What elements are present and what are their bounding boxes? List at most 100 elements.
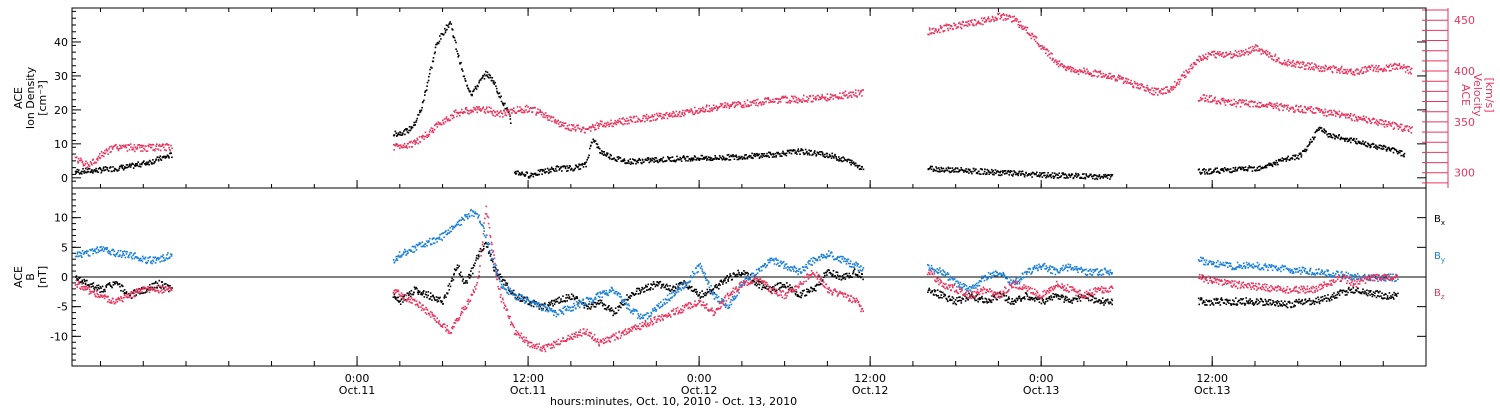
data-point: [102, 291, 104, 293]
data-point: [490, 110, 492, 113]
data-point: [150, 146, 153, 149]
data-point: [756, 153, 759, 155]
data-point: [1335, 112, 1337, 115]
data-point: [408, 126, 411, 128]
data-point: [638, 158, 641, 161]
data-point: [1241, 51, 1243, 53]
data-point: [1270, 164, 1272, 166]
data-point: [1410, 67, 1413, 70]
data-point: [111, 148, 114, 150]
data-point: [1053, 172, 1056, 174]
data-point: [1367, 70, 1369, 72]
data-point: [1037, 175, 1039, 177]
data-point: [1297, 154, 1299, 157]
data-point: [629, 294, 632, 297]
data-point: [690, 109, 693, 112]
data-point: [1231, 171, 1233, 173]
data-point: [1295, 105, 1297, 108]
data-point: [528, 176, 531, 179]
data-point: [1002, 171, 1004, 174]
data-point: [445, 116, 448, 118]
data-point: [124, 292, 126, 294]
data-point: [485, 242, 487, 244]
data-point: [538, 111, 541, 113]
data-point: [1223, 100, 1225, 102]
data-point: [566, 300, 568, 302]
data-point: [1040, 173, 1042, 176]
data-point: [155, 147, 157, 150]
data-point: [1352, 291, 1354, 294]
data-point: [1215, 57, 1217, 59]
data-point: [826, 155, 828, 157]
data-point: [752, 100, 754, 103]
data-point: [420, 293, 422, 296]
data-point: [1384, 69, 1387, 71]
data-point: [803, 153, 805, 156]
data-point: [1107, 75, 1110, 77]
y-tick-label: 10: [54, 138, 68, 151]
data-point: [417, 289, 420, 292]
data-point: [980, 17, 983, 19]
data-point: [407, 292, 409, 295]
data-point: [594, 124, 597, 126]
data-point: [861, 166, 863, 168]
data-point: [608, 305, 610, 307]
data-point: [168, 155, 170, 158]
data-point: [1045, 176, 1047, 179]
data-point: [1021, 28, 1024, 30]
data-point: [1110, 175, 1113, 177]
data-point: [128, 165, 131, 167]
data-point: [1055, 296, 1058, 298]
data-point: [1343, 114, 1345, 116]
data-point: [558, 125, 561, 128]
data-point: [975, 295, 977, 297]
data-point: [1060, 63, 1062, 65]
data-point: [713, 158, 715, 160]
data-point: [1368, 144, 1370, 146]
data-point: [1343, 72, 1346, 74]
data-point: [796, 150, 799, 152]
data-point: [1245, 300, 1248, 302]
data-point: [1270, 55, 1272, 58]
data-point: [765, 285, 768, 287]
data-point: [494, 115, 496, 117]
data-point: [1215, 102, 1217, 105]
data-point: [77, 160, 79, 163]
data-point: [1404, 66, 1406, 68]
data-point: [1137, 84, 1139, 86]
data-point: [644, 115, 647, 118]
data-point: [458, 112, 460, 114]
data-point: [985, 19, 988, 22]
data-point: [427, 134, 429, 136]
data-point: [849, 161, 851, 164]
data-point: [1234, 166, 1237, 169]
data-point: [520, 111, 523, 114]
data-point: [434, 299, 437, 302]
data-point: [1283, 304, 1286, 306]
data-point: [1210, 95, 1213, 97]
data-point: [444, 27, 446, 30]
data-point: [479, 108, 481, 110]
data-point: [408, 294, 410, 296]
data-point: [1217, 302, 1220, 304]
data-point: [629, 163, 632, 165]
data-point: [687, 155, 689, 158]
data-point: [408, 291, 411, 293]
data-point: [1071, 67, 1073, 69]
data-point: [1044, 48, 1047, 51]
data-point: [649, 120, 651, 122]
data-point: [1252, 105, 1254, 108]
data-point: [779, 155, 782, 157]
data-point: [733, 106, 736, 109]
data-point: [397, 145, 399, 148]
data-point: [980, 173, 982, 175]
data-point: [631, 162, 633, 164]
data-point: [126, 164, 129, 166]
data-point: [836, 96, 839, 98]
data-point: [536, 111, 538, 114]
data-point: [758, 287, 760, 289]
data-point: [1212, 303, 1214, 305]
data-point: [1357, 119, 1359, 121]
data-point: [1262, 166, 1265, 169]
data-point: [756, 154, 758, 157]
